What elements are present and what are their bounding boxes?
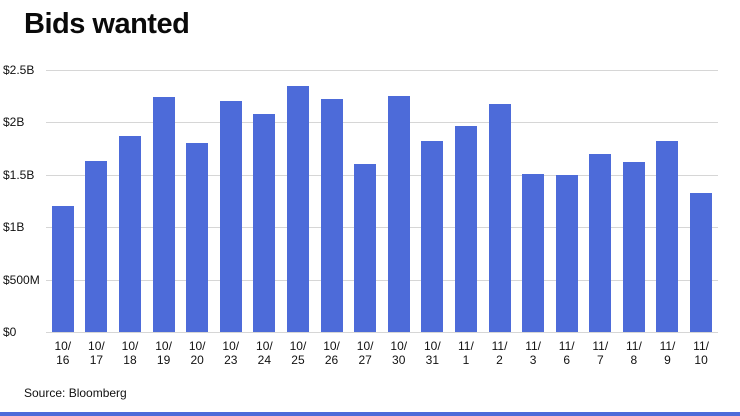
x-axis-tick-label: 10/17 [88, 339, 105, 367]
bar-column [80, 70, 114, 332]
gridline [46, 279, 718, 281]
bar [152, 97, 175, 332]
x-axis-tick-label: 11/2 [491, 339, 508, 367]
bar [387, 96, 410, 332]
bottom-accent-rule [0, 412, 740, 416]
gridline [46, 174, 718, 176]
x-axis-tick-label: 10/27 [356, 339, 374, 367]
bar-column [46, 70, 80, 332]
x-axis-tick-label: 10/18 [121, 339, 139, 367]
gridline [46, 70, 718, 71]
bar-column [449, 70, 483, 332]
source-label: Source: Bloomberg [24, 386, 127, 400]
bar-column [281, 70, 315, 332]
x-axis-tick-label: 10/16 [54, 339, 72, 367]
bar [656, 141, 679, 332]
y-axis-tick-label: $1.5B [3, 167, 35, 182]
x-axis-tick-label: 11/7 [592, 339, 609, 367]
x-axis-tick-label: 11/3 [525, 339, 541, 367]
bar [488, 103, 511, 332]
x-axis-tick-label: 10/24 [256, 339, 273, 367]
x-axis-labels: 10/16 10/17 10/18 10/19 10/20 10/23 10/24 10/25… [46, 339, 718, 367]
bar [421, 141, 444, 332]
bar-column [180, 70, 214, 332]
bars-container [46, 70, 718, 332]
x-axis-tick-label: 10/19 [155, 339, 172, 367]
bar [320, 99, 343, 332]
x-axis-tick-label: 10/23 [222, 339, 240, 367]
x-axis-tick-label: 10/20 [188, 339, 206, 367]
gridline [46, 122, 718, 124]
x-axis-tick-label: 11/9 [659, 339, 676, 367]
bar-column [382, 70, 416, 332]
bar [85, 161, 108, 332]
y-axis-tick-label: $2B [3, 115, 25, 130]
bar [354, 164, 377, 332]
bar-column [550, 70, 584, 332]
bar-column [214, 70, 248, 332]
bar-chart: $0 $500M $1B $1.5B $2B $2.5B 10/16 10/17 10/18 1… [3, 63, 718, 367]
bar [622, 162, 645, 332]
bar-column [348, 70, 382, 332]
bar [690, 192, 713, 332]
gridline [46, 227, 718, 229]
bar [253, 114, 276, 332]
bar-column [416, 70, 450, 332]
bar-column [516, 70, 550, 332]
bar-column [584, 70, 618, 332]
x-axis-tick-label: 10/25 [289, 339, 307, 367]
x-axis-tick-label: 10/26 [323, 339, 340, 367]
bar-column [483, 70, 517, 332]
bar [589, 153, 612, 332]
y-axis-tick-label: $500M [3, 272, 40, 287]
bar [186, 143, 209, 332]
bar-column [315, 70, 349, 332]
bar [286, 85, 309, 332]
bar [219, 101, 242, 332]
y-axis-tick-label: $1B [3, 220, 25, 235]
bar [118, 136, 141, 332]
x-axis-tick-label: 11/1 [458, 339, 474, 367]
bar [522, 173, 545, 332]
bar-column [651, 70, 685, 332]
bar-column [113, 70, 147, 332]
bar [51, 206, 74, 332]
x-axis-tick-label: 10/30 [390, 339, 408, 367]
y-axis-tick-label: $2.5B [3, 63, 35, 77]
gridline [46, 332, 718, 333]
y-axis-tick-label: $0 [3, 325, 17, 339]
bar-column [248, 70, 282, 332]
bar [555, 174, 578, 332]
x-axis-tick-label: 10/31 [423, 339, 441, 367]
x-axis-tick-label: 11/8 [625, 339, 642, 367]
x-axis-tick-label: 11/10 [693, 339, 709, 367]
bar-column [684, 70, 718, 332]
chart-title: Bids wanted [24, 8, 190, 40]
plot-area: $0 $500M $1B $1.5B $2B $2.5B [3, 63, 718, 339]
bar-column [147, 70, 181, 332]
bar [454, 125, 477, 332]
bar-column [617, 70, 651, 332]
x-axis-tick-label: 11/6 [558, 339, 575, 367]
